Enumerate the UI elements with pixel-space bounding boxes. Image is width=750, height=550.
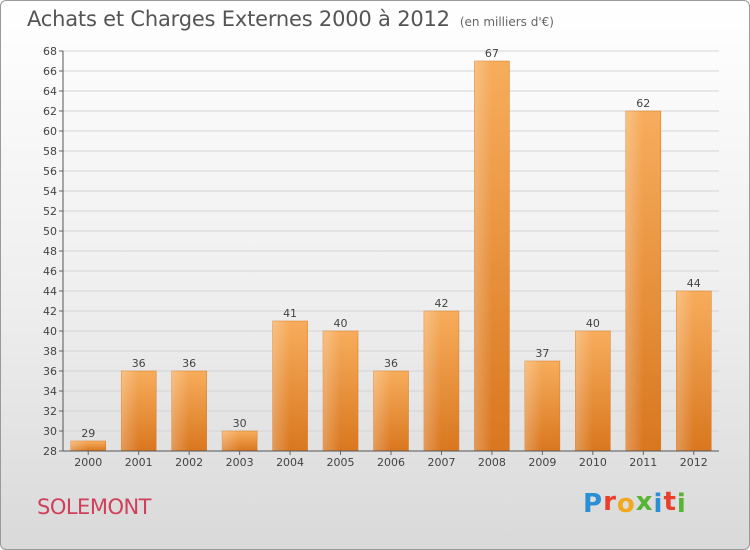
x-tick-label: 2012 bbox=[680, 456, 708, 469]
bar-value-label: 44 bbox=[687, 277, 701, 290]
bar-highlight bbox=[70, 441, 89, 451]
y-tick-label: 66 bbox=[43, 65, 57, 78]
x-tick-label: 2006 bbox=[377, 456, 405, 469]
bar-highlight bbox=[676, 291, 694, 451]
y-tick-label: 50 bbox=[43, 225, 57, 238]
bars: 29 36 36 30 41 40 36 42 67 37 40 62 44 bbox=[70, 47, 712, 452]
y-tick-label: 28 bbox=[43, 445, 57, 458]
y-tick-label: 56 bbox=[43, 165, 57, 178]
x-tick-label: 2000 bbox=[74, 456, 102, 469]
bar-value-label: 41 bbox=[283, 307, 297, 320]
bar-highlight bbox=[423, 311, 442, 451]
bar-value-label: 62 bbox=[636, 97, 650, 110]
x-tick-label: 2011 bbox=[629, 456, 657, 469]
bar-highlight bbox=[625, 111, 644, 451]
logo-letter: t bbox=[663, 487, 677, 517]
y-tick-label: 44 bbox=[43, 285, 57, 298]
bar-value-label: 29 bbox=[81, 427, 95, 440]
x-tick-label: 2005 bbox=[327, 456, 355, 469]
bar-value-label: 30 bbox=[233, 417, 247, 430]
bar-highlight bbox=[272, 321, 291, 451]
bar-highlight bbox=[323, 331, 341, 451]
logo-letter: i bbox=[653, 489, 664, 519]
logo-letter: P bbox=[583, 489, 604, 519]
x-tick-label: 2007 bbox=[427, 456, 455, 469]
y-tick-label: 64 bbox=[43, 85, 57, 98]
bar-highlight bbox=[373, 371, 391, 451]
logo-letter: x bbox=[635, 487, 654, 517]
x-axis-ticks: 2000 2001 2002 2003 2004 2005 2006 2007 2008 2009… bbox=[74, 451, 708, 469]
y-tick-label: 34 bbox=[43, 385, 57, 398]
y-tick-label: 48 bbox=[43, 245, 57, 258]
bar-value-label: 36 bbox=[384, 357, 398, 370]
x-tick-label: 2001 bbox=[125, 456, 153, 469]
y-tick-label: 62 bbox=[43, 105, 57, 118]
bar-value-label: 37 bbox=[535, 347, 549, 360]
x-tick-label: 2003 bbox=[226, 456, 254, 469]
y-tick-label: 40 bbox=[43, 325, 57, 338]
proxiti-logo: Proxiti bbox=[583, 487, 687, 519]
x-tick-label: 2004 bbox=[276, 456, 304, 469]
logo-letter: o bbox=[616, 489, 636, 519]
y-tick-label: 38 bbox=[43, 345, 57, 358]
bar-value-label: 40 bbox=[334, 317, 348, 330]
y-tick-label: 36 bbox=[43, 365, 57, 378]
chart-title: Achats et Charges Externes 2000 à 2012 (e… bbox=[27, 7, 554, 31]
bar-value-label: 36 bbox=[182, 357, 196, 370]
bar-highlight bbox=[474, 61, 492, 451]
x-tick-label: 2009 bbox=[528, 456, 556, 469]
y-tick-label: 52 bbox=[43, 205, 57, 218]
y-tick-label: 32 bbox=[43, 405, 57, 418]
logo-letter: i bbox=[676, 489, 687, 519]
bar-value-label: 42 bbox=[434, 297, 448, 310]
chart-subtitle: (en milliers d'€) bbox=[459, 15, 554, 29]
y-tick-label: 30 bbox=[43, 425, 57, 438]
y-tick-label: 42 bbox=[43, 305, 57, 318]
x-tick-label: 2008 bbox=[478, 456, 506, 469]
x-tick-label: 2002 bbox=[175, 456, 203, 469]
bar-value-label: 67 bbox=[485, 47, 499, 60]
y-tick-label: 68 bbox=[43, 45, 57, 58]
y-tick-label: 58 bbox=[43, 145, 57, 158]
y-axis-ticks: 28 30 32 34 36 38 40 42 44 46 48 50 52 54 56 58 60 62 64 66… bbox=[43, 45, 63, 458]
bar-value-label: 36 bbox=[132, 357, 146, 370]
bar-highlight bbox=[575, 331, 593, 451]
chart-title-text: Achats et Charges Externes 2000 à 2012 bbox=[27, 7, 450, 31]
bar-highlight bbox=[171, 371, 190, 451]
y-tick-label: 46 bbox=[43, 265, 57, 278]
x-tick-label: 2010 bbox=[579, 456, 607, 469]
y-tick-label: 54 bbox=[43, 185, 57, 198]
y-tick-label: 60 bbox=[43, 125, 57, 138]
axes bbox=[62, 51, 719, 452]
bar-highlight bbox=[222, 431, 240, 451]
logo-letter: r bbox=[603, 487, 617, 517]
town-name: SOLEMONT bbox=[37, 495, 152, 519]
bar-highlight bbox=[121, 371, 139, 451]
bar-highlight bbox=[524, 361, 543, 451]
bar-value-label: 40 bbox=[586, 317, 600, 330]
